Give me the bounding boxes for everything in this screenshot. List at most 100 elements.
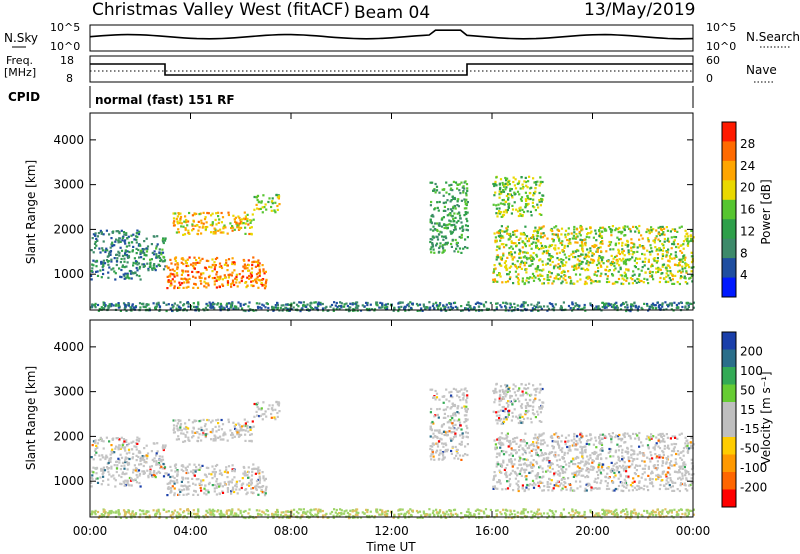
power-cell bbox=[211, 258, 214, 261]
power-cell bbox=[368, 307, 371, 311]
power-cell bbox=[633, 259, 636, 262]
power-cell bbox=[556, 273, 559, 276]
power-cell bbox=[540, 244, 544, 247]
power-cell bbox=[121, 237, 124, 240]
velocity-cell bbox=[566, 452, 569, 455]
velocity-cell bbox=[263, 494, 267, 497]
velocity-cell bbox=[673, 442, 676, 446]
velocity-cell bbox=[186, 477, 190, 480]
velocity-cell bbox=[256, 414, 259, 417]
velocity-cell bbox=[540, 451, 544, 454]
velocity-cell bbox=[527, 484, 531, 487]
power-cell bbox=[442, 201, 445, 205]
velocity-cell bbox=[565, 468, 568, 471]
power-cell bbox=[647, 267, 650, 270]
freq-unit-label: [MHz] bbox=[4, 66, 36, 79]
velocity-cell bbox=[173, 427, 176, 430]
power-cell bbox=[286, 303, 290, 306]
velocity-cell bbox=[564, 440, 567, 443]
velocity-cell bbox=[525, 486, 528, 489]
power-cell bbox=[433, 208, 436, 211]
velocity-cell bbox=[239, 428, 242, 431]
velocity-cell bbox=[679, 467, 682, 470]
velocity-cell bbox=[437, 440, 441, 443]
power-cell bbox=[496, 254, 499, 257]
velocity-cell bbox=[502, 453, 506, 456]
velocity-cell bbox=[561, 456, 564, 459]
power-cell bbox=[523, 255, 527, 258]
velocity-cell bbox=[124, 479, 127, 482]
velocity-cell bbox=[617, 455, 620, 458]
power-cell bbox=[574, 305, 577, 308]
power-cell bbox=[185, 264, 188, 268]
velocity-cell bbox=[659, 432, 662, 436]
power-cell bbox=[231, 257, 234, 260]
power-cell bbox=[513, 256, 516, 259]
power-cell bbox=[673, 282, 676, 285]
velocity-cell bbox=[641, 452, 644, 455]
power-cell bbox=[454, 207, 457, 210]
power-cell bbox=[110, 260, 113, 263]
velocity-cell bbox=[658, 487, 661, 491]
power-cell bbox=[629, 228, 632, 231]
power-cell bbox=[223, 274, 226, 277]
power-cell bbox=[622, 302, 625, 305]
power-cell bbox=[162, 240, 165, 243]
power-cell bbox=[432, 189, 435, 192]
velocity-cell bbox=[461, 393, 464, 396]
power-cell bbox=[208, 265, 211, 268]
velocity-cell bbox=[120, 475, 123, 479]
velocity-cell bbox=[231, 468, 234, 471]
power-cell bbox=[110, 243, 113, 246]
power-cell bbox=[272, 309, 275, 312]
velocity-cell bbox=[107, 483, 110, 486]
velocity-cell bbox=[164, 444, 167, 447]
power-cell bbox=[526, 251, 529, 255]
power-cell bbox=[252, 256, 255, 259]
velocity-cell bbox=[454, 404, 457, 408]
power-cell bbox=[245, 286, 248, 289]
velocity-cell bbox=[262, 401, 265, 404]
power-cell bbox=[655, 229, 658, 232]
velocity-cell bbox=[113, 464, 116, 467]
power-cell bbox=[449, 302, 453, 305]
power-cell bbox=[231, 229, 234, 232]
velocity-cell bbox=[674, 443, 678, 446]
power-cell bbox=[505, 194, 508, 198]
power-cell bbox=[248, 274, 251, 278]
power-cell bbox=[262, 270, 265, 273]
power-cell bbox=[226, 280, 229, 283]
velocity-cell bbox=[619, 445, 622, 448]
power-cell bbox=[231, 262, 234, 266]
power-cell bbox=[120, 276, 123, 279]
power-cell bbox=[657, 232, 660, 235]
velocity-cell bbox=[125, 472, 128, 475]
velocity-cell bbox=[550, 434, 553, 438]
power-cell bbox=[590, 230, 593, 233]
power-cell bbox=[127, 254, 130, 258]
velocity-cell bbox=[574, 444, 577, 447]
velocity-cell bbox=[495, 446, 498, 449]
velocity-cell bbox=[195, 466, 198, 469]
power-cell bbox=[546, 309, 549, 312]
power-cell bbox=[554, 244, 557, 247]
power-cell bbox=[409, 301, 412, 304]
power-cell bbox=[227, 276, 230, 279]
power-cell bbox=[95, 265, 98, 268]
velocity-cell bbox=[175, 438, 178, 441]
velocity-cell bbox=[432, 455, 435, 458]
colorbar-tick-label: 8 bbox=[740, 246, 748, 260]
velocity-cells bbox=[90, 382, 695, 520]
power-cell bbox=[524, 206, 527, 209]
velocity-cell bbox=[648, 438, 651, 441]
power-cell bbox=[498, 210, 501, 213]
power-cell bbox=[123, 233, 126, 236]
velocity-cell bbox=[584, 487, 587, 490]
velocity-cell bbox=[438, 457, 441, 460]
power-cell bbox=[153, 250, 156, 253]
velocity-cell bbox=[535, 451, 538, 454]
velocity-cell bbox=[160, 458, 163, 461]
velocity-cell bbox=[646, 456, 649, 459]
velocity-cell bbox=[596, 487, 599, 490]
power-cell bbox=[336, 306, 339, 309]
